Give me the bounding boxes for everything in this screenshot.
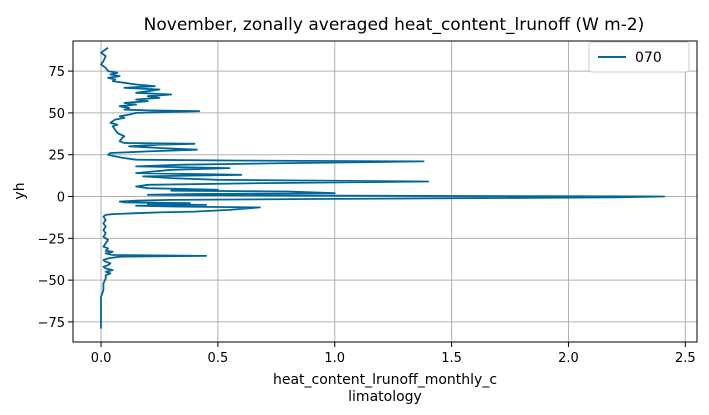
chart-title: November, zonally averaged heat_content_… [144, 15, 645, 35]
y-tick-label: 50 [48, 107, 65, 122]
x-tick-label: 0.5 [208, 351, 229, 366]
y-tick-label: 75 [48, 65, 65, 80]
y-tick-label: 0 [57, 191, 65, 206]
legend-box [588, 41, 690, 73]
x-tick-label: 1.0 [324, 351, 345, 366]
y-tick-label: 25 [48, 149, 65, 164]
legend-label: 070 [635, 50, 662, 66]
x-tick-label: 0.0 [91, 351, 112, 366]
y-tick-label: −75 [38, 316, 65, 331]
axis-ticks: 0.0 0.5 1.0 1.5 2.0 2.5 −75 −50 −25 0 25 50 75 [38, 65, 696, 366]
x-tick-label: 1.5 [441, 351, 462, 366]
plot-frame [72, 40, 698, 343]
x-tick-label: 2.5 [675, 351, 696, 366]
series-line-070 [100, 46, 666, 329]
series-layer [100, 46, 666, 329]
y-axis-label: yh [12, 182, 28, 199]
x-axis-label-line-2: limatology [348, 389, 422, 405]
y-tick-label: −50 [38, 274, 65, 289]
legend: 070 [588, 41, 690, 73]
x-tick-label: 2.0 [558, 351, 579, 366]
x-axis-label-line-1: heat_content_lrunoff_monthly_c [273, 372, 497, 388]
y-tick-label: −25 [38, 232, 65, 247]
